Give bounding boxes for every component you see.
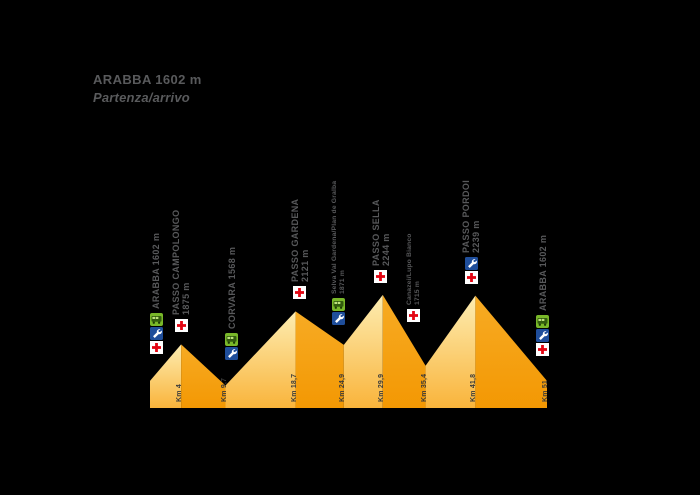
- start-finish-subtitle: Partenza/arrivo: [93, 90, 190, 105]
- service-icons-arabba-start: [149, 312, 163, 355]
- profile-segment: [382, 294, 426, 408]
- stop-label-passo-sella: PASSO SELLA 2244 m: [371, 199, 391, 266]
- first-aid-icon: [464, 270, 478, 284]
- first-aid-icon: [374, 269, 388, 283]
- page-title: ARABBA 1602 m Partenza/arrivo: [93, 72, 202, 105]
- stop-label-passo-pordoi: PASSO PORDOI 2239 m: [461, 180, 481, 253]
- stop-name: ARABBA 1602 m: [151, 232, 161, 309]
- stop-name: ARABBA 1602 m: [537, 234, 548, 311]
- stop-name: Selva Val Gardena/Plan de Gralba: [330, 180, 338, 294]
- km-tick-label: Km 35,4: [420, 373, 428, 402]
- service-icons-passo-pordoi: [464, 256, 478, 285]
- first-aid-icon: [293, 286, 307, 300]
- km-tick-label: Km 29,9: [377, 373, 385, 402]
- stop-elevation: 1875 m: [181, 282, 192, 316]
- first-aid-icon: [536, 342, 550, 356]
- stop-label-corvara: CORVARA 1568 m: [227, 246, 237, 328]
- profile-segment: [150, 344, 182, 408]
- repair-service-icon: [536, 328, 550, 342]
- profile-segment: [225, 311, 296, 408]
- repair-service-icon: [225, 346, 238, 360]
- bus-icon: [536, 314, 550, 328]
- km-tick-label: Km 24,9: [338, 373, 346, 402]
- service-icons-arabba-finish: [536, 314, 550, 357]
- km-tick-label: Km 51: [541, 379, 549, 402]
- repair-service-icon: [332, 311, 346, 325]
- stop-name: Canazei/Lupo Bianco: [405, 233, 413, 306]
- profile-segment: [181, 344, 226, 408]
- bus-icon: [332, 297, 346, 311]
- stop-label-passo-campolongo: PASSO CAMPOLONGO 1875 m: [171, 210, 191, 315]
- profile-segment: [475, 295, 547, 408]
- stop-elevation: 2239 m: [471, 219, 482, 253]
- stop-label-passo-gardena: PASSO GARDENA 2121 m: [290, 199, 310, 282]
- km-tick-label: Km 41,8: [470, 373, 478, 402]
- stop-elevation: 1871 m: [338, 269, 346, 294]
- stop-elevation: 1715 m: [413, 281, 421, 306]
- profile-segment: [425, 295, 476, 408]
- stop-name: PASSO GARDENA: [289, 198, 300, 283]
- profile-segment: [343, 294, 383, 408]
- first-aid-icon: [407, 309, 421, 323]
- service-icons-lupo-bianco: [407, 309, 421, 323]
- service-icons-corvara: [225, 332, 238, 361]
- stop-elevation: 2121 m: [299, 249, 310, 283]
- stop-name: CORVARA 1568 m: [226, 246, 237, 329]
- repair-service-icon: [149, 326, 163, 340]
- stop-label-lupo-bianco: Canazei/Lupo Bianco 1715 m: [406, 234, 422, 306]
- stop-name: PASSO SELLA: [370, 199, 381, 266]
- bus-icon: [149, 312, 163, 326]
- stop-name: PASSO CAMPOLONGO: [171, 209, 182, 316]
- stop-label-arabba-start: ARABBA 1602 m: [151, 232, 161, 308]
- first-aid-icon: [149, 340, 163, 354]
- service-icons-plan-de-gralba: [332, 297, 346, 326]
- repair-service-icon: [464, 256, 478, 270]
- service-icons-passo-campolongo: [174, 319, 188, 333]
- stop-label-plan-de-gralba: Selva Val Gardena/Plan de Gralba 1871 m: [331, 180, 347, 293]
- km-tick-label: Km 4: [176, 384, 184, 402]
- bus-icon: [225, 332, 238, 346]
- stop-name: PASSO PORDOI: [461, 179, 472, 253]
- service-icons-passo-gardena: [293, 286, 307, 300]
- km-tick-label: Km 9,7: [220, 377, 228, 402]
- km-tick-label: Km 18,7: [290, 373, 298, 402]
- profile-segment: [295, 311, 344, 408]
- service-icons-passo-sella: [374, 269, 388, 284]
- first-aid-icon: [174, 319, 188, 333]
- stop-label-arabba-finish: ARABBA 1602 m: [538, 235, 548, 311]
- start-finish-title: ARABBA 1602 m: [93, 72, 202, 87]
- stop-elevation: 2244 m: [380, 233, 391, 266]
